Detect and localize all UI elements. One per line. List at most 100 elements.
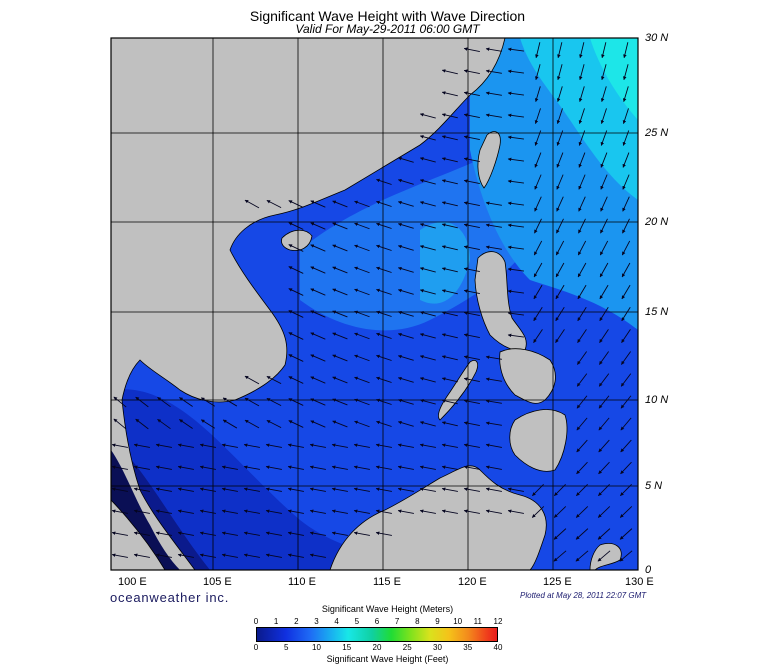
wave-arrow	[397, 288, 414, 295]
wave-arrow	[419, 465, 436, 470]
wave-arrow	[265, 553, 282, 558]
wave-arrow	[485, 201, 502, 206]
wave-arrow	[578, 108, 585, 124]
lat-label-5n: 5 N	[645, 480, 663, 492]
wave-arrow	[620, 461, 632, 475]
wave-arrow	[376, 178, 392, 185]
wave-arrow	[331, 487, 348, 492]
wave-arrow	[441, 377, 458, 383]
wave-arrow	[199, 443, 216, 448]
wave-arrow	[354, 266, 370, 274]
wave-arrow	[332, 222, 348, 230]
wave-arrow	[622, 130, 630, 146]
wave-arrow	[463, 355, 480, 361]
wave-arrow	[576, 395, 588, 409]
wave-arrow	[485, 399, 502, 404]
wave-arrow	[441, 465, 458, 470]
wave-arrow	[111, 487, 128, 492]
wave-arrow	[578, 86, 585, 103]
wave-arrow	[441, 487, 458, 492]
wave-arrow	[556, 152, 564, 168]
wave-arrow	[441, 421, 458, 427]
wave-arrow	[376, 332, 392, 339]
wave-arrow	[200, 397, 215, 407]
wave-arrow	[507, 333, 524, 338]
wave-arrow	[622, 86, 629, 103]
wave-arrow	[133, 531, 150, 536]
wave-arrow	[243, 465, 260, 470]
wave-arrow	[577, 329, 587, 343]
colorbar-tick-feet: 15	[342, 643, 352, 652]
wave-arrow	[463, 377, 480, 383]
wave-arrow	[331, 509, 348, 514]
colorbar-tick-meters: 4	[334, 617, 339, 626]
lon-label-125e: 125 E	[543, 576, 572, 588]
wave-arrow	[309, 553, 326, 558]
wave-arrow	[441, 113, 458, 119]
wave-arrow	[376, 200, 392, 207]
wave-arrow	[579, 42, 585, 59]
lon-label-120e: 120 E	[458, 576, 487, 588]
wave-arrow	[507, 157, 524, 162]
wave-arrow	[419, 377, 436, 383]
wave-arrow	[578, 196, 586, 212]
wave-arrow	[623, 42, 629, 59]
lat-label-30n: 30 N	[645, 32, 669, 44]
wave-arrow	[287, 531, 304, 536]
wave-arrow	[620, 395, 632, 409]
wave-arrow	[620, 483, 632, 497]
wave-arrow	[332, 288, 348, 296]
wave-arrow	[419, 421, 436, 427]
wave-arrow	[555, 329, 565, 343]
wave-arrow	[354, 288, 370, 296]
wave-arrow	[598, 483, 610, 497]
wave-arrow	[133, 465, 150, 470]
wave-arrow	[598, 439, 610, 453]
wave-arrow	[111, 443, 128, 448]
wave-arrow	[534, 152, 542, 168]
wave-arrow	[376, 310, 392, 317]
wave-arrow	[419, 399, 436, 405]
wave-arrow	[288, 420, 304, 428]
wave-arrow	[485, 355, 502, 360]
wave-arrow	[243, 509, 260, 514]
wave-arrow	[419, 223, 436, 229]
wave-arrow	[463, 223, 480, 229]
wave-arrow	[578, 130, 586, 146]
wave-arrow	[288, 398, 304, 406]
wave-arrow	[597, 506, 611, 518]
wave-arrow	[133, 553, 150, 558]
wave-arrow	[577, 284, 587, 300]
wave-arrow	[575, 506, 589, 518]
wave-arrow	[111, 531, 128, 536]
wave-arrow	[310, 398, 326, 406]
wave-arrow	[598, 461, 610, 475]
sea-patch-west-luzon	[420, 221, 470, 304]
wave-arrow	[579, 64, 585, 81]
colorbar-tick-meters: 10	[453, 617, 463, 626]
wave-arrow	[621, 306, 631, 322]
wave-arrow	[441, 135, 458, 141]
wave-arrow	[441, 509, 458, 514]
wave-arrow	[622, 174, 630, 190]
wave-arrow	[555, 284, 565, 300]
wave-arrow	[600, 174, 608, 190]
wave-arrow	[463, 509, 480, 514]
land-mainland-asia	[111, 38, 506, 570]
wave-arrow	[619, 506, 633, 518]
wave-arrow	[332, 200, 348, 208]
wave-arrow	[597, 550, 611, 562]
wave-arrow	[620, 373, 632, 387]
wave-arrow	[556, 108, 563, 124]
wave-arrow	[397, 443, 414, 448]
wave-arrow	[598, 373, 610, 387]
wave-arrow	[600, 86, 607, 103]
colorbar-tick-meters: 8	[415, 617, 420, 626]
wave-arrow	[419, 135, 436, 141]
wave-arrow	[621, 329, 631, 343]
wave-arrow	[441, 333, 458, 339]
wave-arrow	[578, 152, 586, 168]
wave-arrow	[179, 397, 193, 407]
wave-arrow	[309, 443, 326, 448]
